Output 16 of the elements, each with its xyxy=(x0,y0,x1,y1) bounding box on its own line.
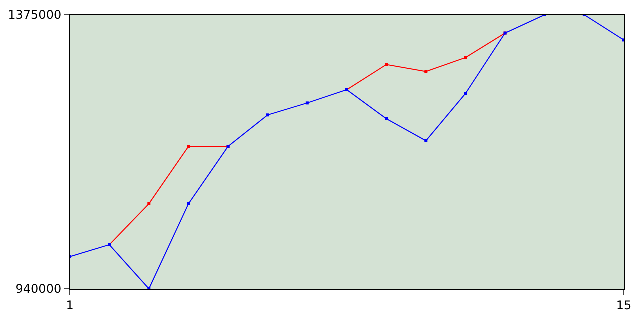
point xyxy=(385,117,388,120)
line-series xyxy=(70,15,624,289)
point xyxy=(187,202,190,206)
point xyxy=(306,102,309,105)
point xyxy=(424,139,428,142)
point xyxy=(464,92,468,96)
y-tick-label: 940000 xyxy=(16,282,62,296)
y-tick-label: 1375000 xyxy=(8,8,62,22)
x-tick-label: 15 xyxy=(616,298,632,312)
x-tick-label: 1 xyxy=(66,298,74,312)
point xyxy=(187,145,190,148)
point xyxy=(148,202,151,206)
point xyxy=(385,63,388,66)
point xyxy=(424,70,428,74)
point xyxy=(266,114,270,117)
point xyxy=(464,56,468,60)
